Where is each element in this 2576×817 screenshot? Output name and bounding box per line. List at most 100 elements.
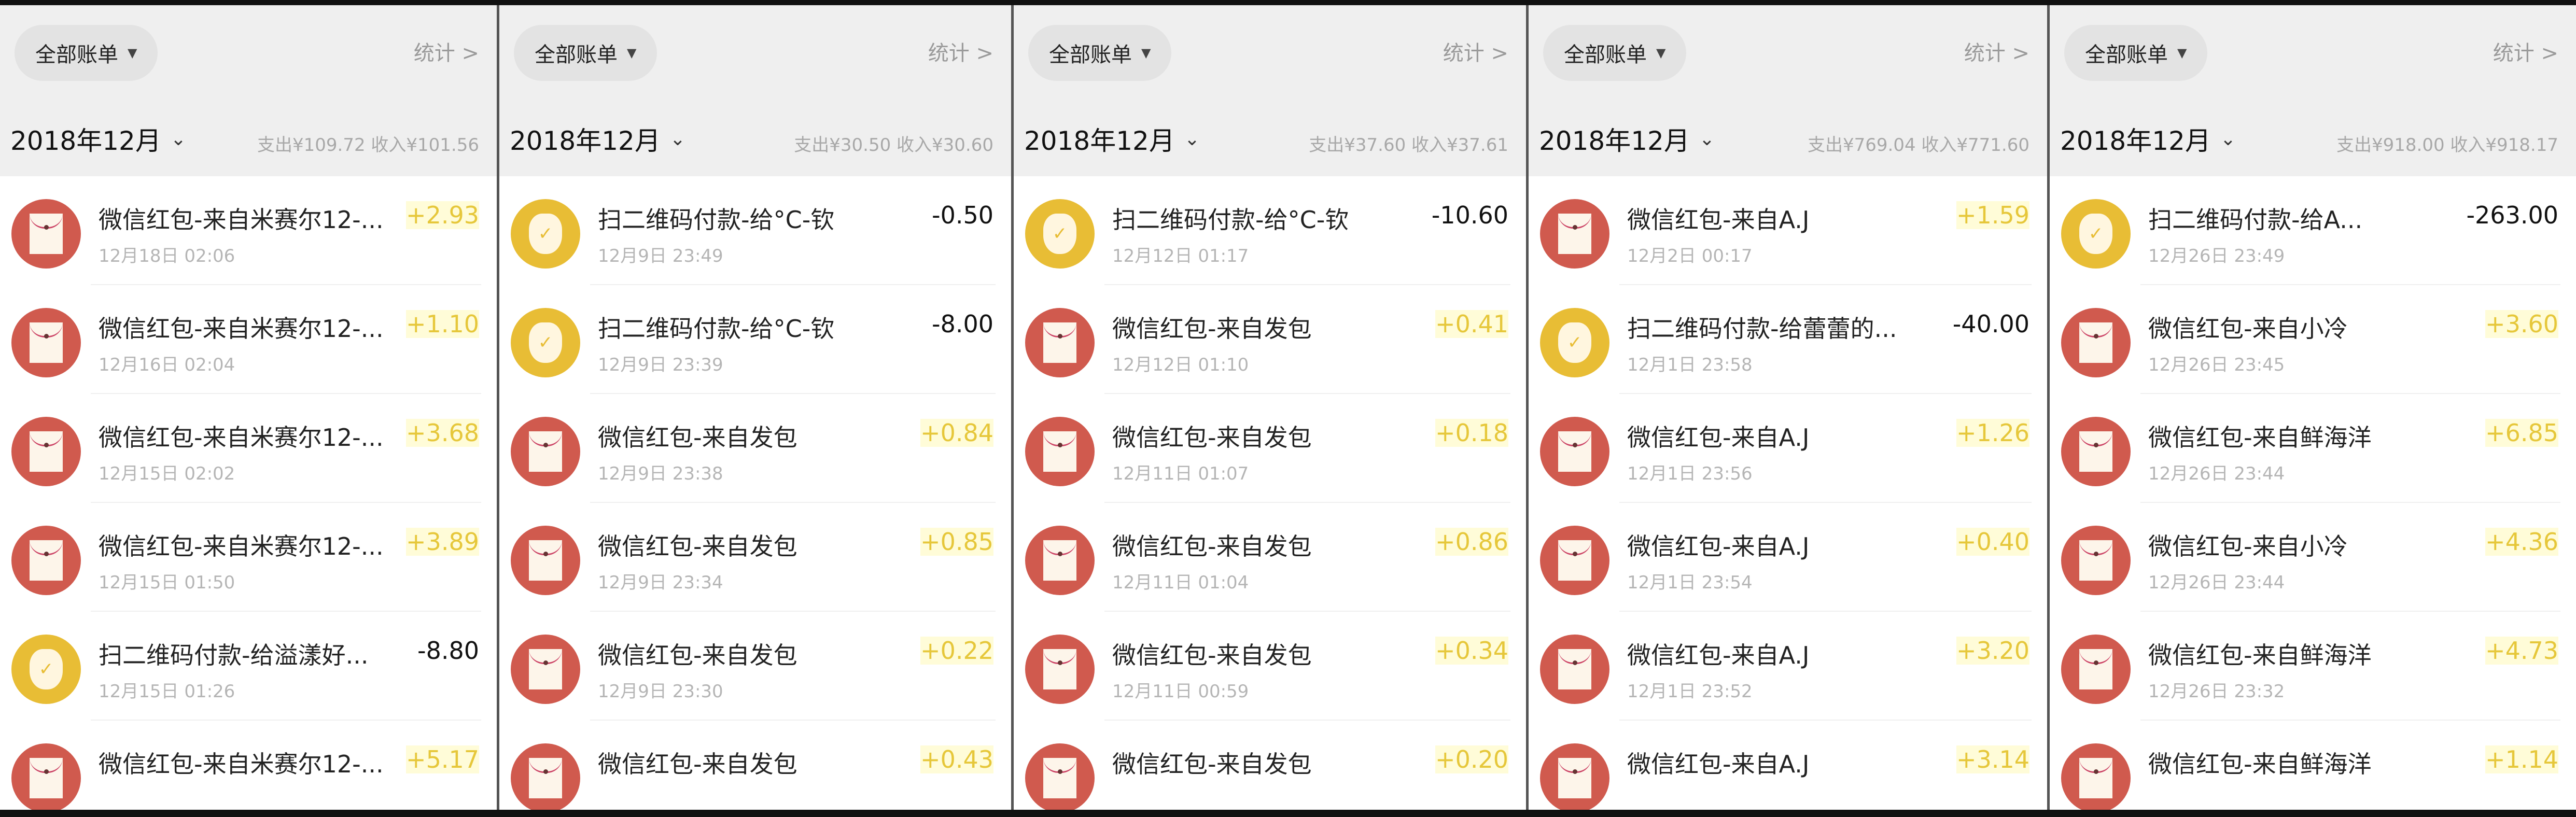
transaction-date: 12月15日 01:26 [99,681,235,702]
month-selector[interactable]: 2018年12月 ⌄ [1539,120,1715,158]
transaction-amount: +0.43 [920,745,993,773]
transaction-row[interactable]: 微信红包-来自发包 +0.20 [1014,721,1526,810]
transaction-date: 12月15日 01:50 [99,572,235,593]
red-packet-icon [511,417,580,486]
transaction-row[interactable]: ✓ 扫二维码付款-给溢漾好... 12月15日 01:26 -8.80 [0,612,497,721]
red-packet-icon [2061,635,2131,704]
transaction-row[interactable]: 微信红包-来自A.J 12月1日 23:52 +3.20 [1529,612,2047,721]
transaction-title: 扫二维码付款-给蕾蕾的... [1627,315,1897,343]
transaction-title: 微信红包-来自发包 [1112,424,1312,452]
transaction-row[interactable]: 微信红包-来自A.J 12月1日 23:56 +1.26 [1529,394,2047,503]
red-packet-icon [1025,526,1095,595]
transaction-amount: +0.34 [1435,637,1508,665]
transaction-row[interactable]: 微信红包-来自A.J 12月2日 00:17 +1.59 [1529,176,2047,285]
transaction-date: 12月9日 23:49 [598,246,723,266]
transaction-row[interactable]: 微信红包-来自发包 12月11日 01:04 +0.86 [1014,503,1526,612]
money-bag-icon: ✓ [2061,199,2131,269]
stats-link[interactable]: 统计 > [2493,41,2558,65]
caret-down-icon: ▼ [128,46,137,60]
bill-header: 全部账单 ▼ 统计 > 2018年12月 ⌄ 支出¥37.60 收入¥37.61 [1014,5,1526,176]
transaction-amount: +3.14 [1956,745,2029,773]
transaction-row[interactable]: 微信红包-来自A.J 12月1日 23:54 +0.40 [1529,503,2047,612]
transaction-row[interactable]: 微信红包-来自米赛尔12-... 12月18日 02:06 +2.93 [0,176,497,285]
transaction-title: 微信红包-来自A.J [1627,750,1810,778]
transaction-amount: +0.86 [1435,528,1508,556]
red-packet-icon [1025,743,1095,810]
transaction-row[interactable]: ✓ 扫二维码付款-给°C-钦 12月12日 01:17 -10.60 [1014,176,1526,285]
transaction-amount: -10.60 [1431,201,1508,229]
transaction-row[interactable]: 微信红包-来自鲜海洋 +1.14 [2050,721,2576,810]
filter-dropdown[interactable]: 全部账单 ▼ [1028,25,1172,81]
transaction-row[interactable]: 微信红包-来自发包 12月11日 00:59 +0.34 [1014,612,1526,721]
money-bag-icon: ✓ [1540,308,1609,377]
bill-screenshots: 全部账单 ▼ 统计 > 2018年12月 ⌄ 支出¥109.72 收入¥101.56… [0,5,2576,810]
transaction-row[interactable]: ✓ 扫二维码付款-给°C-钦 12月9日 23:39 -8.00 [499,285,1011,394]
red-packet-icon [1540,635,1609,704]
filter-dropdown[interactable]: 全部账单 ▼ [514,25,657,81]
transaction-row[interactable]: 微信红包-来自A.J +3.14 [1529,721,2047,810]
transaction-amount: +5.17 [406,745,479,773]
transaction-date: 12月26日 23:32 [2148,681,2285,702]
bill-panel: 全部账单 ▼ 统计 > 2018年12月 ⌄ 支出¥769.04 收入¥771.60… [1529,5,2050,810]
filter-dropdown[interactable]: 全部账单 ▼ [1543,25,1687,81]
stats-link[interactable]: 统计 > [928,41,993,65]
transaction-row[interactable]: 微信红包-来自小冷 12月26日 23:45 +3.60 [2050,285,2576,394]
stats-link[interactable]: 统计 > [1964,41,2029,65]
transaction-row[interactable]: ✓ 扫二维码付款-给A... 12月26日 23:49 -263.00 [2050,176,2576,285]
transaction-amount: +1.26 [1956,419,2029,447]
red-packet-icon [11,308,81,377]
transaction-row[interactable]: ✓ 扫二维码付款-给°C-钦 12月9日 23:49 -0.50 [499,176,1011,285]
filter-dropdown[interactable]: 全部账单 ▼ [15,25,158,81]
money-bag-icon: ✓ [11,635,81,704]
filter-dropdown[interactable]: 全部账单 ▼ [2064,25,2208,81]
transaction-row[interactable]: 微信红包-来自鲜海洋 12月26日 23:44 +6.85 [2050,394,2576,503]
bill-header: 全部账单 ▼ 统计 > 2018年12月 ⌄ 支出¥109.72 收入¥101.56 [0,5,497,176]
transaction-row[interactable]: 微信红包-来自米赛尔12-... 12月16日 02:04 +1.10 [0,285,497,394]
caret-down-icon: ▼ [1141,46,1151,60]
caret-down-icon: ▼ [1656,46,1666,60]
red-packet-icon [2061,417,2131,486]
transaction-date: 12月16日 02:04 [99,355,235,375]
transaction-row[interactable]: 微信红包-来自小冷 12月26日 23:44 +4.36 [2050,503,2576,612]
month-label: 2018年12月 [1024,126,1175,156]
transaction-row[interactable]: 微信红包-来自发包 12月9日 23:30 +0.22 [499,612,1011,721]
transaction-title: 微信红包-来自发包 [1112,750,1312,778]
filter-label: 全部账单 [35,43,118,67]
transaction-date: 12月26日 23:49 [2148,246,2285,266]
transaction-row[interactable]: 微信红包-来自发包 +0.43 [499,721,1011,810]
transaction-row[interactable]: 微信红包-来自发包 12月9日 23:38 +0.84 [499,394,1011,503]
transaction-row[interactable]: 微信红包-来自发包 12月12日 01:10 +0.41 [1014,285,1526,394]
filter-label: 全部账单 [1049,43,1132,67]
transaction-row[interactable]: 微信红包-来自发包 12月11日 01:07 +0.18 [1014,394,1526,503]
stats-link[interactable]: 统计 > [413,41,479,65]
transaction-amount: +0.41 [1435,310,1508,338]
transaction-row[interactable]: 微信红包-来自米赛尔12-... +5.17 [0,721,497,810]
transaction-amount: +0.18 [1435,419,1508,447]
month-selector[interactable]: 2018年12月 ⌄ [2060,120,2236,158]
month-summary: 支出¥918.00 收入¥918.17 [2336,135,2558,156]
bill-panel: 全部账单 ▼ 统计 > 2018年12月 ⌄ 支出¥37.60 收入¥37.61 ✓… [1014,5,1529,810]
transaction-amount: +3.68 [406,419,479,447]
month-summary: 支出¥769.04 收入¥771.60 [1807,135,2029,156]
transaction-row[interactable]: 微信红包-来自鲜海洋 12月26日 23:32 +4.73 [2050,612,2576,721]
month-selector[interactable]: 2018年12月 ⌄ [1024,120,1200,158]
transaction-title: 扫二维码付款-给°C-钦 [598,206,835,234]
transaction-amount: +1.59 [1956,201,2029,229]
transaction-title: 微信红包-来自A.J [1627,206,1810,234]
chevron-down-icon: ⌄ [1184,128,1200,150]
transaction-list: ✓ 扫二维码付款-给A... 12月26日 23:49 -263.00 微信红包… [2050,176,2576,810]
transaction-row[interactable]: ✓ 扫二维码付款-给蕾蕾的... 12月1日 23:58 -40.00 [1529,285,2047,394]
transaction-amount: +0.22 [920,637,993,665]
transaction-row[interactable]: 微信红包-来自米赛尔12-... 12月15日 01:50 +3.89 [0,503,497,612]
transaction-row[interactable]: 微信红包-来自发包 12月9日 23:34 +0.85 [499,503,1011,612]
transaction-title: 微信红包-来自鲜海洋 [2148,641,2372,669]
transaction-amount: +0.84 [920,419,993,447]
red-packet-icon [1540,417,1609,486]
month-selector[interactable]: 2018年12月 ⌄ [510,120,685,158]
stats-link[interactable]: 统计 > [1443,41,1508,65]
transaction-date: 12月26日 23:44 [2148,463,2285,484]
month-selector[interactable]: 2018年12月 ⌄ [10,120,186,158]
bill-panel: 全部账单 ▼ 统计 > 2018年12月 ⌄ 支出¥109.72 收入¥101.56… [0,5,499,810]
transaction-title: 微信红包-来自发包 [598,641,797,669]
transaction-row[interactable]: 微信红包-来自米赛尔12-... 12月15日 02:02 +3.68 [0,394,497,503]
